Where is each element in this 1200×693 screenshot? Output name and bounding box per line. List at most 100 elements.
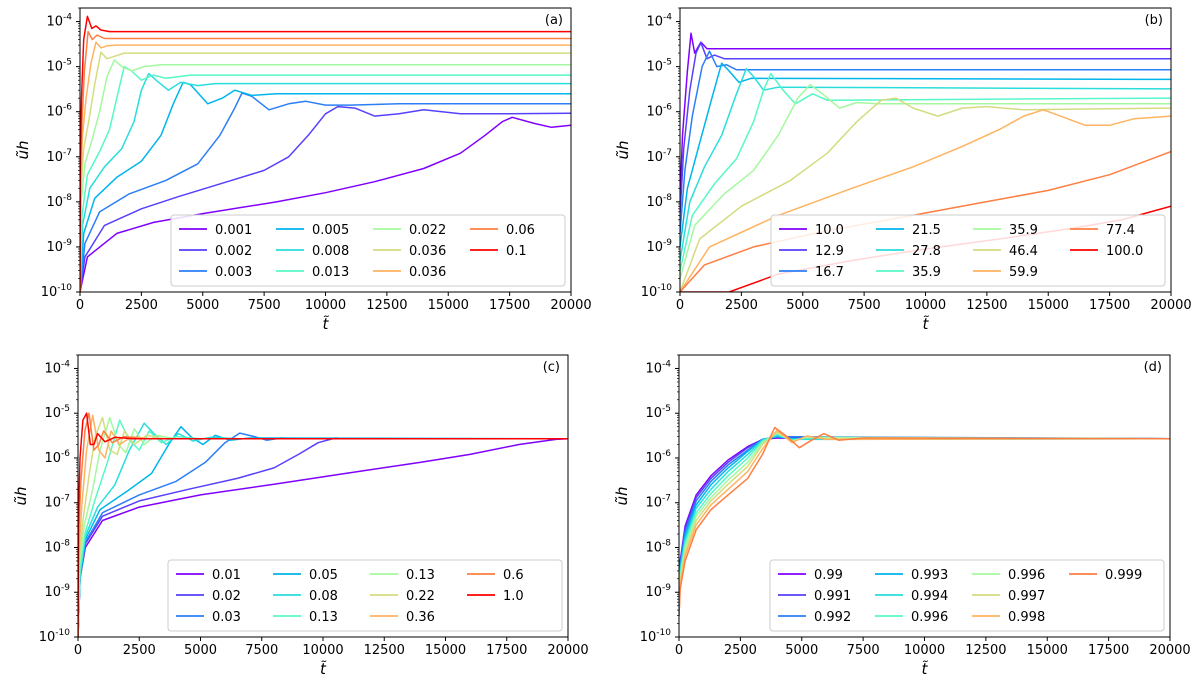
- y-tick-label: 10-5: [46, 58, 72, 75]
- legend-label: 0.13: [309, 610, 338, 625]
- panel-b: 0 2500 5000 7500 10000 12500 15000 17500 20000 10…: [614, 7, 1192, 333]
- y-tick-label: 10-8: [46, 193, 72, 210]
- x-tick-label: 7500: [248, 298, 281, 313]
- series-line: [680, 83, 1171, 279]
- y-tick-label: 10-4: [44, 359, 70, 376]
- series-line: [80, 72, 571, 292]
- legend-label: 0.022: [409, 223, 446, 238]
- legend-label: 0.996: [1008, 568, 1045, 583]
- x-tick-label: 0: [76, 298, 84, 313]
- x-tick-label: 15000: [1027, 643, 1068, 658]
- legend-label: 0.02: [212, 589, 241, 604]
- series-line: [78, 414, 568, 637]
- series-line: [680, 32, 1171, 202]
- legend-label: 0.002: [215, 244, 252, 259]
- y-tick-label: 10-5: [646, 58, 672, 75]
- legend-label: 0.36: [406, 610, 435, 625]
- y-tick-label: 10-5: [44, 404, 70, 421]
- x-tick-label: 0: [74, 643, 82, 658]
- y-axis-label: ũh: [614, 140, 632, 159]
- x-tick-label: 2500: [725, 298, 758, 313]
- legend-label: 0.99: [814, 568, 843, 583]
- x-tick-label: 0: [676, 298, 684, 313]
- y-tick-label: 10-10: [640, 628, 672, 645]
- x-tick-label: 12500: [966, 298, 1007, 313]
- x-tick-label: 7500: [245, 643, 278, 658]
- y-tick-label: 10-8: [645, 538, 671, 555]
- y-tick-label: 10-4: [46, 13, 72, 30]
- panel-c: 0 2500 5000 7500 10000 12500 15000 17500 20000 10…: [12, 354, 589, 678]
- x-tick-label: 17500: [486, 643, 527, 658]
- y-axis-label: ũh: [613, 486, 631, 505]
- x-tick-label: 20000: [547, 643, 588, 658]
- series-group: [679, 426, 1170, 616]
- legend-label: 0.036: [409, 244, 446, 259]
- x-tick-label: 20000: [550, 298, 591, 313]
- y-tick-label: 10-9: [46, 238, 72, 255]
- x-tick-label: 0: [675, 643, 683, 658]
- series-line: [80, 51, 571, 292]
- series-line: [78, 416, 568, 637]
- series-line: [80, 116, 571, 292]
- x-tick-label: 7500: [848, 298, 881, 313]
- legend-label: 0.22: [406, 589, 435, 604]
- series-line: [679, 426, 1170, 616]
- series-line: [680, 50, 1171, 234]
- legend-label: 0.992: [814, 610, 851, 625]
- legend-label: 46.4: [1009, 244, 1038, 259]
- x-tick-label: 2500: [125, 298, 158, 313]
- x-tick-label: 15000: [425, 643, 466, 658]
- legend-label: 100.0: [1106, 244, 1143, 259]
- series-line: [679, 429, 1170, 616]
- legend-label: 35.9: [912, 265, 941, 280]
- x-tick-label: 12500: [965, 643, 1006, 658]
- legend: 0.001 0.002 0.003 0.005 0.008 0.013 0.022 0.036…: [170, 214, 566, 287]
- legend-label: 0.01: [212, 568, 241, 583]
- y-tick-label: 10-10: [39, 628, 71, 645]
- legend-label: 21.5: [912, 223, 941, 238]
- series-line: [78, 412, 568, 637]
- x-tick-label: 17500: [1089, 298, 1130, 313]
- legend-label: 16.7: [815, 265, 844, 280]
- legend-box: [170, 214, 566, 287]
- legend-label: 0.6: [503, 568, 524, 583]
- y-tick-label: 10-6: [646, 103, 672, 120]
- legend-label: 0.008: [312, 244, 349, 259]
- x-tick-label: 17500: [489, 298, 530, 313]
- y-tick-label: 10-6: [645, 449, 671, 466]
- x-axis-label: t̃: [323, 314, 330, 333]
- series-line: [80, 59, 571, 292]
- y-tick-label: 10-7: [46, 148, 72, 165]
- panel-label: (c): [543, 360, 560, 375]
- series-group: [680, 32, 1171, 292]
- series-line: [680, 41, 1171, 216]
- y-axis-label: ũh: [14, 140, 32, 159]
- legend-label: 1.0: [503, 589, 524, 604]
- x-tick-label: 10000: [302, 643, 343, 658]
- panel-label: (b): [1145, 13, 1163, 28]
- legend: 0.99 0.991 0.992 0.993 0.994 0.996 0.996 0.997 0…: [769, 559, 1165, 632]
- panel-d: 0 2500 5000 7500 10000 12500 15000 17500 20000 10…: [613, 354, 1191, 678]
- panel-a: 0 2500 5000 7500 10000 12500 15000 17500 20000 10…: [14, 7, 592, 333]
- y-tick-label: 10-4: [646, 13, 672, 30]
- x-axis-label: t̃: [320, 659, 327, 678]
- panel-label: (a): [545, 13, 563, 28]
- series-line: [680, 109, 1171, 292]
- y-tick-label: 10-7: [646, 148, 672, 165]
- legend-label: 77.4: [1106, 223, 1135, 238]
- legend-label: 0.05: [309, 568, 338, 583]
- legend-box: [769, 559, 1165, 632]
- legend-label: 0.999: [1105, 568, 1142, 583]
- x-tick-label: 10000: [905, 298, 946, 313]
- legend: 10.0 12.9 16.7 21.5 27.8 35.9 35.9 46.4 59.9 77.4…: [770, 214, 1166, 287]
- x-tick-label: 10000: [904, 643, 945, 658]
- legend-box: [167, 559, 563, 632]
- legend-label: 0.06: [506, 223, 535, 238]
- legend-label: 0.036: [409, 265, 446, 280]
- legend-label: 0.994: [911, 589, 948, 604]
- legend-label: 0.996: [911, 610, 948, 625]
- legend-label: 59.9: [1009, 265, 1038, 280]
- y-tick-label: 10-9: [44, 583, 70, 600]
- series-line: [78, 412, 568, 637]
